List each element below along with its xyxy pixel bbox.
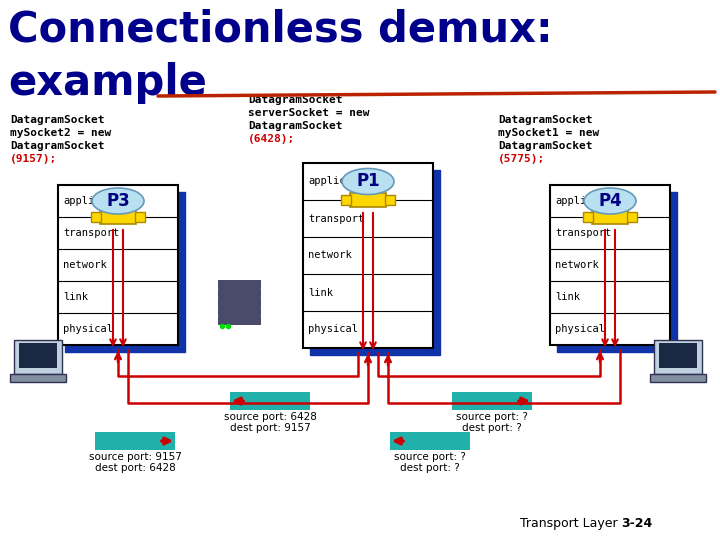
Bar	[303, 163, 433, 348]
Text: transport: transport	[555, 228, 611, 238]
Ellipse shape	[342, 168, 394, 194]
Text: network: network	[308, 251, 352, 260]
Text: DatagramSocket: DatagramSocket	[498, 115, 593, 125]
Bar	[65, 192, 185, 352]
Bar	[19, 343, 57, 368]
Bar	[10, 374, 66, 382]
Bar	[452, 392, 532, 410]
Bar	[583, 212, 593, 222]
Text: application: application	[308, 177, 377, 186]
Bar	[58, 185, 178, 345]
Text: physical: physical	[555, 324, 605, 334]
Text: Connectionless demux:: Connectionless demux:	[8, 8, 553, 50]
Text: serverSocket = new: serverSocket = new	[248, 108, 369, 118]
Text: application: application	[555, 196, 624, 206]
Text: application: application	[63, 196, 132, 206]
Bar	[592, 210, 628, 224]
Text: source port: ?: source port: ?	[456, 412, 528, 422]
Bar	[218, 316, 260, 324]
Bar	[95, 432, 175, 450]
Bar	[350, 193, 386, 207]
Bar	[557, 192, 677, 352]
Text: mySocket1 = new: mySocket1 = new	[498, 128, 599, 138]
Bar	[390, 432, 470, 450]
Text: link: link	[555, 292, 580, 302]
Text: DatagramSocket: DatagramSocket	[498, 141, 593, 151]
Text: P4: P4	[598, 192, 622, 210]
Text: transport: transport	[308, 213, 364, 224]
Text: network: network	[555, 260, 599, 270]
Text: 3-24: 3-24	[621, 517, 652, 530]
Text: network: network	[63, 260, 107, 270]
Text: source port: 9157: source port: 9157	[89, 452, 181, 462]
Text: DatagramSocket: DatagramSocket	[10, 115, 104, 125]
Bar	[659, 343, 697, 368]
Text: Transport Layer: Transport Layer	[521, 517, 618, 530]
Ellipse shape	[584, 188, 636, 214]
Text: link: link	[308, 287, 333, 298]
Text: P3: P3	[106, 192, 130, 210]
Bar	[230, 392, 310, 410]
Bar	[650, 374, 706, 382]
Text: P1: P1	[356, 172, 380, 191]
Text: dest port: 9157: dest port: 9157	[230, 423, 310, 433]
Bar	[91, 212, 101, 222]
Bar	[218, 298, 260, 306]
Bar	[550, 185, 670, 345]
Text: DatagramSocket: DatagramSocket	[248, 121, 343, 131]
Text: physical: physical	[63, 324, 113, 334]
Text: dest port: 6428: dest port: 6428	[94, 463, 176, 473]
Text: link: link	[63, 292, 88, 302]
Text: (6428);: (6428);	[248, 134, 295, 144]
Bar	[14, 340, 62, 374]
Bar	[341, 195, 351, 205]
Text: source port: ?: source port: ?	[394, 452, 466, 462]
Text: dest port: ?: dest port: ?	[462, 423, 522, 433]
Ellipse shape	[92, 188, 144, 214]
Text: physical: physical	[308, 325, 358, 334]
Bar	[218, 289, 260, 297]
Bar	[218, 280, 260, 288]
Text: source port: 6428: source port: 6428	[224, 412, 316, 422]
Text: transport: transport	[63, 228, 120, 238]
Text: DatagramSocket: DatagramSocket	[10, 141, 104, 151]
Bar	[100, 210, 136, 224]
Bar	[627, 212, 637, 222]
Text: mySocket2 = new: mySocket2 = new	[10, 128, 112, 138]
Bar	[654, 340, 702, 374]
Bar	[135, 212, 145, 222]
Bar	[218, 307, 260, 315]
Text: (5775);: (5775);	[498, 154, 545, 164]
Bar	[310, 170, 440, 355]
Text: example: example	[8, 62, 207, 104]
Text: DatagramSocket: DatagramSocket	[248, 95, 343, 105]
Bar	[385, 195, 395, 205]
Text: (9157);: (9157);	[10, 154, 58, 164]
Text: dest port: ?: dest port: ?	[400, 463, 460, 473]
